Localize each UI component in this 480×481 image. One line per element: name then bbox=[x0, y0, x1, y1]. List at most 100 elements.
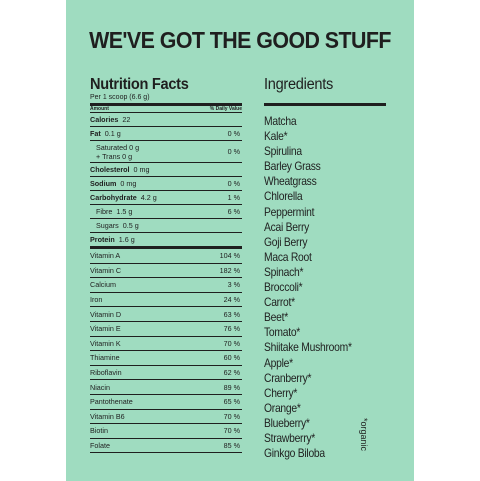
ingredient-item: Peppermint bbox=[264, 204, 315, 219]
vitamin-dv: 62 % bbox=[223, 368, 240, 378]
vitamin-name: Vitamin B6 bbox=[90, 411, 125, 421]
vitamin-row: Niacin 89 % bbox=[90, 380, 242, 395]
ingredient-item: Broccoli* bbox=[264, 280, 303, 295]
ingredient-item: Orange* bbox=[264, 400, 301, 415]
nutrition-facts-table: Nutrition Facts Per 1 scoop (6.6 g) Amou… bbox=[90, 76, 242, 454]
vitamin-dv: 70 % bbox=[223, 411, 240, 421]
fibre-dv: 6 % bbox=[227, 207, 240, 216]
nutrition-header-row: Amount % Daily Value bbox=[90, 103, 242, 113]
vitamin-row: Vitamin E 76 % bbox=[90, 322, 242, 337]
trans-label: + Trans bbox=[96, 151, 121, 161]
ingredient-item: Acai Berry bbox=[264, 219, 310, 234]
vitamin-name: Vitamin C bbox=[90, 265, 122, 275]
ingredients-panel: Ingredients Matcha Kale* Spirulina Barley G… bbox=[264, 76, 388, 461]
protein-row: Protein 1.6 g bbox=[90, 233, 242, 249]
fat-dv: 0 % bbox=[227, 129, 240, 138]
fibre-row: Fibre 1.5 g 6 % bbox=[90, 205, 242, 219]
fat-row: Fat 0.1 g 0 % bbox=[90, 127, 242, 141]
protein-label: Protein bbox=[90, 235, 115, 244]
ingredient-item: Strawberry* bbox=[264, 430, 316, 445]
vitamin-dv: 63 % bbox=[223, 309, 240, 319]
daily-value-header: % Daily Value bbox=[209, 106, 242, 112]
sugars-value: 0.5 g bbox=[122, 221, 139, 230]
ingredient-item: Cranberry* bbox=[264, 370, 312, 385]
fibre-label: Fibre bbox=[96, 207, 113, 216]
ingredient-item: Wheatgrass bbox=[264, 174, 317, 189]
ingredients-title: Ingredients bbox=[264, 76, 333, 93]
vitamin-dv: 85 % bbox=[223, 441, 240, 451]
vitamin-row: Riboflavin 62 % bbox=[90, 366, 242, 381]
vitamin-dv: 60 % bbox=[223, 353, 240, 363]
ingredient-item: Goji Berry bbox=[264, 234, 308, 249]
ingredients-divider bbox=[264, 103, 386, 106]
cholesterol-label: Cholesterol bbox=[90, 165, 130, 174]
vitamin-dv: 89 % bbox=[223, 382, 240, 392]
vitamin-name: Riboflavin bbox=[90, 368, 122, 378]
carbohydrate-value: 4.2 g bbox=[140, 193, 157, 202]
saturated-trans-row: Saturated 0 g + Trans 0 g 0 % bbox=[90, 141, 242, 163]
vitamin-dv: 182 % bbox=[219, 265, 240, 275]
ingredient-item: Maca Root bbox=[264, 249, 312, 264]
vitamin-row: Vitamin D 63 % bbox=[90, 307, 242, 322]
vitamin-row: Vitamin C 182 % bbox=[90, 264, 242, 279]
nutrition-facts-title: Nutrition Facts bbox=[90, 76, 189, 93]
headline: WE'VE GOT THE GOOD STUFF bbox=[89, 27, 391, 53]
ingredient-item: Blueberry* bbox=[264, 415, 310, 430]
sodium-row: Sodium 0 mg 0 % bbox=[90, 177, 242, 191]
ingredient-item: Apple* bbox=[264, 355, 293, 370]
amount-header: Amount bbox=[90, 106, 109, 112]
vitamin-list: Vitamin A 104 % Vitamin C 182 % Calcium 3 % Ir… bbox=[90, 249, 242, 454]
ingredient-item: Spinach* bbox=[264, 264, 304, 279]
sugars-label: Sugars bbox=[96, 221, 119, 230]
saturated-dv: 0 % bbox=[227, 147, 240, 156]
vitamin-row: Vitamin B6 70 % bbox=[90, 410, 242, 425]
vitamin-name: Calcium bbox=[90, 280, 116, 290]
vitamin-row: Biotin 70 % bbox=[90, 424, 242, 439]
product-label-panel: WE'VE GOT THE GOOD STUFF Nutrition Facts… bbox=[66, 0, 414, 481]
calories-value: 22 bbox=[122, 115, 131, 124]
carbohydrate-dv: 1 % bbox=[227, 193, 240, 202]
vitamin-row: Thiamine 60 % bbox=[90, 351, 242, 366]
vitamin-dv: 76 % bbox=[223, 324, 240, 334]
vitamin-dv: 70 % bbox=[223, 426, 240, 436]
sugars-row: Sugars 0.5 g bbox=[90, 219, 242, 233]
vitamin-row: Folate 85 % bbox=[90, 439, 242, 454]
saturated-value: 0 g bbox=[129, 142, 140, 152]
cholesterol-row: Cholesterol 0 mg bbox=[90, 163, 242, 177]
cholesterol-value: 0 mg bbox=[133, 165, 150, 174]
ingredient-item: Chlorella bbox=[264, 189, 303, 204]
protein-value: 1.6 g bbox=[118, 235, 135, 244]
vitamin-dv: 3 % bbox=[227, 280, 240, 290]
saturated-label: Saturated bbox=[96, 142, 128, 152]
vitamin-name: Pantothenate bbox=[90, 397, 133, 407]
vitamin-dv: 24 % bbox=[223, 295, 240, 305]
vitamin-name: Vitamin K bbox=[90, 338, 121, 348]
fibre-value: 1.5 g bbox=[116, 207, 133, 216]
ingredients-list: Matcha Kale* Spirulina Barley Grass Wheatgra… bbox=[264, 114, 388, 461]
vitamin-name: Biotin bbox=[90, 426, 108, 436]
trans-value: 0 g bbox=[122, 151, 133, 161]
vitamin-name: Folate bbox=[90, 441, 110, 451]
vitamin-name: Vitamin E bbox=[90, 324, 121, 334]
ingredient-item: Kale* bbox=[264, 129, 288, 144]
ingredient-item: Ginkgo Biloba bbox=[264, 446, 325, 461]
ingredient-item: Carrot* bbox=[264, 295, 295, 310]
calories-row: Calories 22 bbox=[90, 113, 242, 127]
fat-value: 0.1 g bbox=[104, 129, 121, 138]
vitamin-row: Pantothenate 65 % bbox=[90, 395, 242, 410]
ingredient-item: Barley Grass bbox=[264, 159, 321, 174]
sodium-value: 0 mg bbox=[120, 179, 137, 188]
ingredient-item: Shiitake Mushroom* bbox=[264, 340, 352, 355]
vitamin-row: Vitamin A 104 % bbox=[90, 249, 242, 264]
vitamin-name: Thiamine bbox=[90, 353, 120, 363]
vitamin-row: Vitamin K 70 % bbox=[90, 337, 242, 352]
sodium-label: Sodium bbox=[90, 179, 117, 188]
vitamin-dv: 65 % bbox=[223, 397, 240, 407]
ingredient-item: Tomato* bbox=[264, 325, 301, 340]
sodium-dv: 0 % bbox=[227, 179, 240, 188]
calories-label: Calories bbox=[90, 115, 119, 124]
fat-label: Fat bbox=[90, 129, 101, 138]
vitamin-name: Niacin bbox=[90, 382, 110, 392]
vitamin-name: Vitamin D bbox=[90, 309, 122, 319]
ingredient-item: Beet* bbox=[264, 310, 288, 325]
